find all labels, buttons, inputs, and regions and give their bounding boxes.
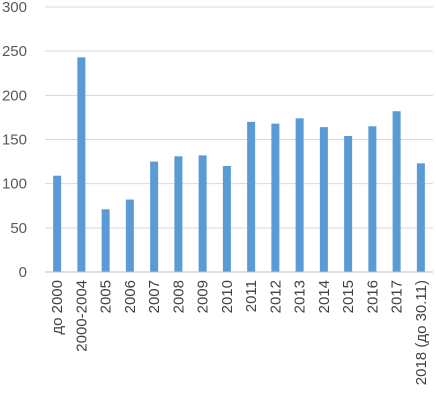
y-tick-label: 200 — [2, 87, 27, 104]
bar — [53, 175, 62, 272]
bar — [174, 156, 183, 272]
x-category-label: 2015 — [340, 280, 357, 313]
bar — [295, 118, 304, 272]
x-category-label: 2016 — [364, 280, 381, 313]
y-tick-label: 250 — [2, 43, 27, 60]
bar — [125, 199, 134, 272]
y-tick-label: 300 — [2, 0, 27, 16]
x-category-label: 2008 — [170, 280, 187, 313]
bar — [150, 161, 159, 272]
bars — [53, 57, 425, 272]
bar — [101, 209, 110, 272]
bar — [222, 166, 231, 272]
y-tick-label: 0 — [19, 264, 27, 281]
y-tick-label: 50 — [10, 220, 27, 237]
x-category-label: 2007 — [146, 280, 163, 313]
x-category-label: 2006 — [122, 280, 139, 313]
x-category-label: 2010 — [219, 280, 236, 313]
y-tick-label: 100 — [2, 176, 27, 193]
y-tick-label: 150 — [2, 132, 27, 149]
x-category-label: 2013 — [292, 280, 309, 313]
x-category-label: до 2000 — [49, 280, 66, 335]
x-category-label: 2011 — [243, 280, 260, 312]
bar — [344, 135, 353, 272]
y-axis-tick-labels: 0 50 100 150 200 250 300 — [2, 0, 27, 281]
bar — [271, 123, 280, 272]
x-category-label: 2012 — [267, 280, 284, 313]
bar — [247, 121, 256, 272]
x-category-label: 2014 — [316, 280, 333, 313]
x-category-label: 2000-2004 — [73, 280, 90, 352]
bar — [416, 163, 425, 272]
x-category-label: 2005 — [98, 280, 115, 313]
bar — [198, 155, 207, 272]
bar — [392, 111, 401, 272]
bar — [77, 57, 86, 272]
bar — [319, 127, 328, 272]
x-category-label: 2009 — [195, 280, 212, 313]
bar — [368, 126, 377, 272]
x-category-label: 2017 — [389, 280, 406, 313]
x-category-label: 2018 (до 30.11) — [413, 280, 430, 385]
x-axis-category-labels: до 2000 2000-2004 2005 2006 2007 2008 2009 2010… — [49, 280, 430, 385]
gridlines — [45, 6, 433, 229]
